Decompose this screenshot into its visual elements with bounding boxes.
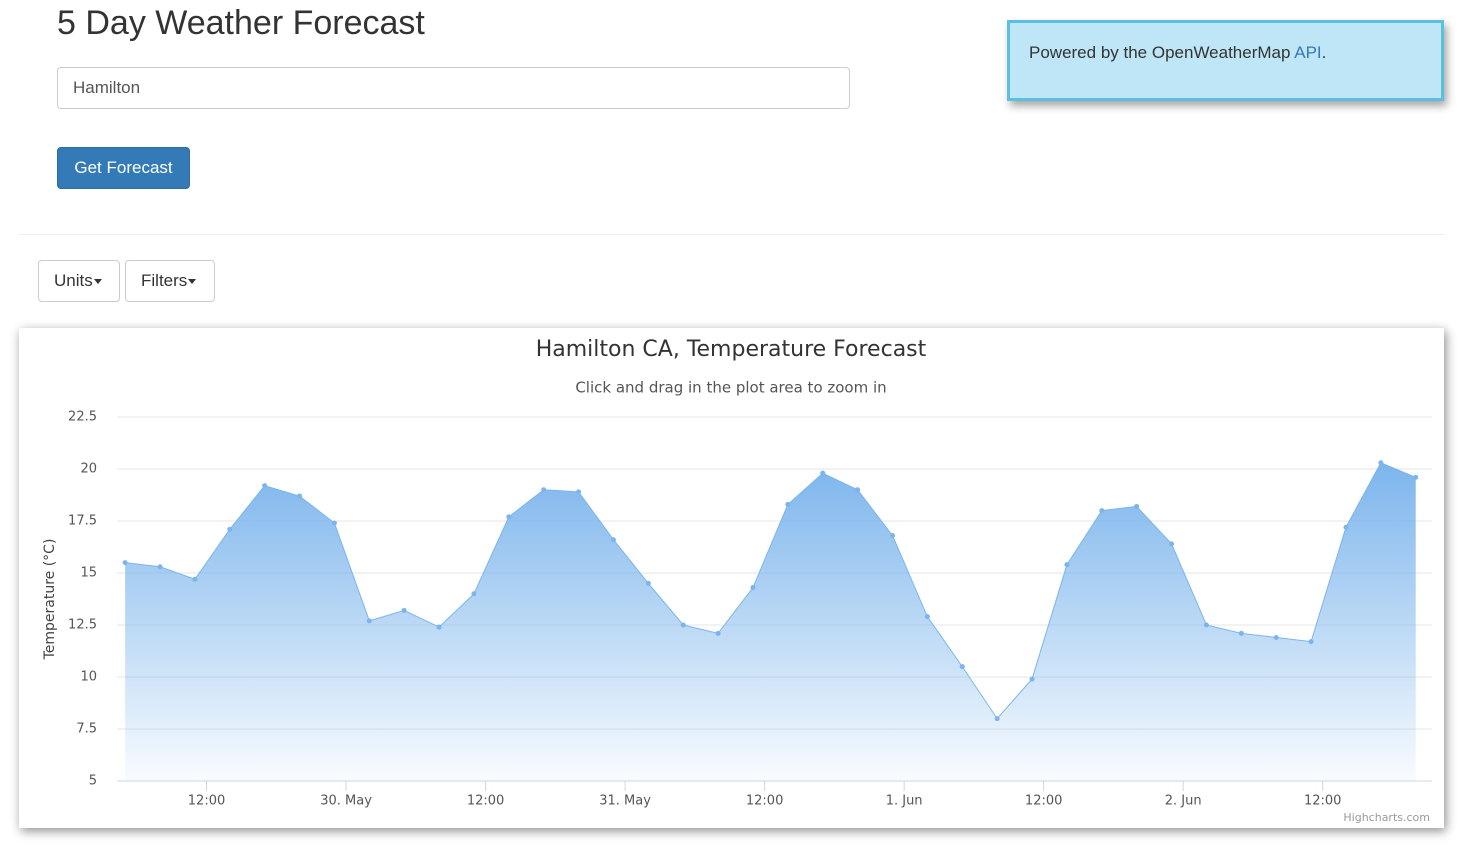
x-tick-label: 1. Jun bbox=[886, 794, 923, 809]
filters-dropdown[interactable]: Filters bbox=[125, 260, 215, 302]
y-tick-label: 15 bbox=[80, 566, 97, 581]
data-point bbox=[506, 514, 512, 520]
info-text: Powered by the OpenWeatherMap bbox=[1029, 43, 1291, 62]
y-axis-title: Temperature (°C) bbox=[42, 539, 58, 661]
api-link[interactable]: API bbox=[1294, 43, 1322, 62]
info-box: Powered by the OpenWeatherMap API. bbox=[1007, 20, 1444, 101]
units-label: Units bbox=[54, 271, 93, 290]
data-point bbox=[436, 624, 442, 630]
data-point bbox=[645, 580, 651, 586]
data-point bbox=[750, 585, 756, 591]
filters-label: Filters bbox=[141, 271, 188, 290]
x-tick-label: 12:00 bbox=[1304, 794, 1341, 809]
data-point bbox=[1099, 508, 1105, 514]
data-point bbox=[297, 493, 303, 499]
data-point bbox=[994, 716, 1000, 722]
data-point bbox=[576, 489, 582, 495]
data-point bbox=[1134, 503, 1140, 509]
data-point bbox=[1378, 460, 1384, 466]
y-tick-label: 5 bbox=[89, 774, 97, 789]
data-point bbox=[820, 470, 826, 476]
city-input[interactable]: Hamilton bbox=[57, 67, 850, 109]
x-tick-label: 12:00 bbox=[188, 794, 225, 809]
y-tick-label: 12.5 bbox=[68, 618, 97, 633]
data-point bbox=[331, 520, 337, 526]
data-point bbox=[1343, 524, 1349, 530]
data-point bbox=[1169, 541, 1175, 547]
data-point bbox=[541, 487, 547, 493]
data-point bbox=[890, 533, 896, 539]
x-tick-label: 12:00 bbox=[1025, 794, 1062, 809]
y-tick-label: 10 bbox=[80, 670, 97, 685]
units-dropdown[interactable]: Units bbox=[38, 260, 120, 302]
y-tick-label: 17.5 bbox=[68, 514, 97, 529]
data-point bbox=[227, 526, 233, 532]
data-point bbox=[855, 487, 861, 493]
y-tick-label: 7.5 bbox=[76, 722, 97, 737]
data-point bbox=[157, 564, 163, 570]
data-point bbox=[1238, 630, 1244, 636]
data-point bbox=[366, 618, 372, 624]
chart-title: Hamilton CA, Temperature Forecast bbox=[536, 337, 927, 362]
x-tick-label: 2. Jun bbox=[1165, 794, 1202, 809]
area-line bbox=[125, 462, 1416, 720]
data-point bbox=[1029, 676, 1035, 682]
x-tick-label: 31. May bbox=[599, 794, 651, 809]
area-fill bbox=[125, 462, 1416, 781]
data-point bbox=[401, 607, 407, 613]
data-point bbox=[680, 622, 686, 628]
data-point bbox=[1308, 639, 1314, 645]
data-point bbox=[1413, 474, 1419, 480]
y-tick-label: 22.5 bbox=[68, 410, 97, 425]
data-point bbox=[1203, 622, 1209, 628]
data-point bbox=[959, 664, 965, 670]
data-point bbox=[471, 591, 477, 597]
data-point bbox=[192, 576, 198, 582]
credits: Highcharts.com bbox=[1343, 811, 1430, 824]
data-point bbox=[122, 560, 128, 566]
info-suffix: . bbox=[1321, 43, 1327, 62]
divider bbox=[19, 234, 1444, 235]
get-forecast-button[interactable]: Get Forecast bbox=[57, 147, 190, 189]
y-tick-label: 20 bbox=[80, 462, 97, 477]
data-point bbox=[924, 614, 930, 620]
page-title: 5 Day Weather Forecast bbox=[57, 4, 425, 42]
chart-subtitle: Click and drag in the plot area to zoom … bbox=[575, 379, 886, 397]
data-point bbox=[785, 501, 791, 507]
data-point bbox=[1273, 634, 1279, 640]
x-tick-label: 30. May bbox=[320, 794, 372, 809]
data-point bbox=[1064, 562, 1070, 568]
data-point bbox=[262, 483, 268, 489]
data-point bbox=[610, 537, 616, 543]
x-tick-label: 12:00 bbox=[467, 794, 504, 809]
data-point bbox=[715, 630, 721, 636]
x-tick-label: 12:00 bbox=[746, 794, 783, 809]
